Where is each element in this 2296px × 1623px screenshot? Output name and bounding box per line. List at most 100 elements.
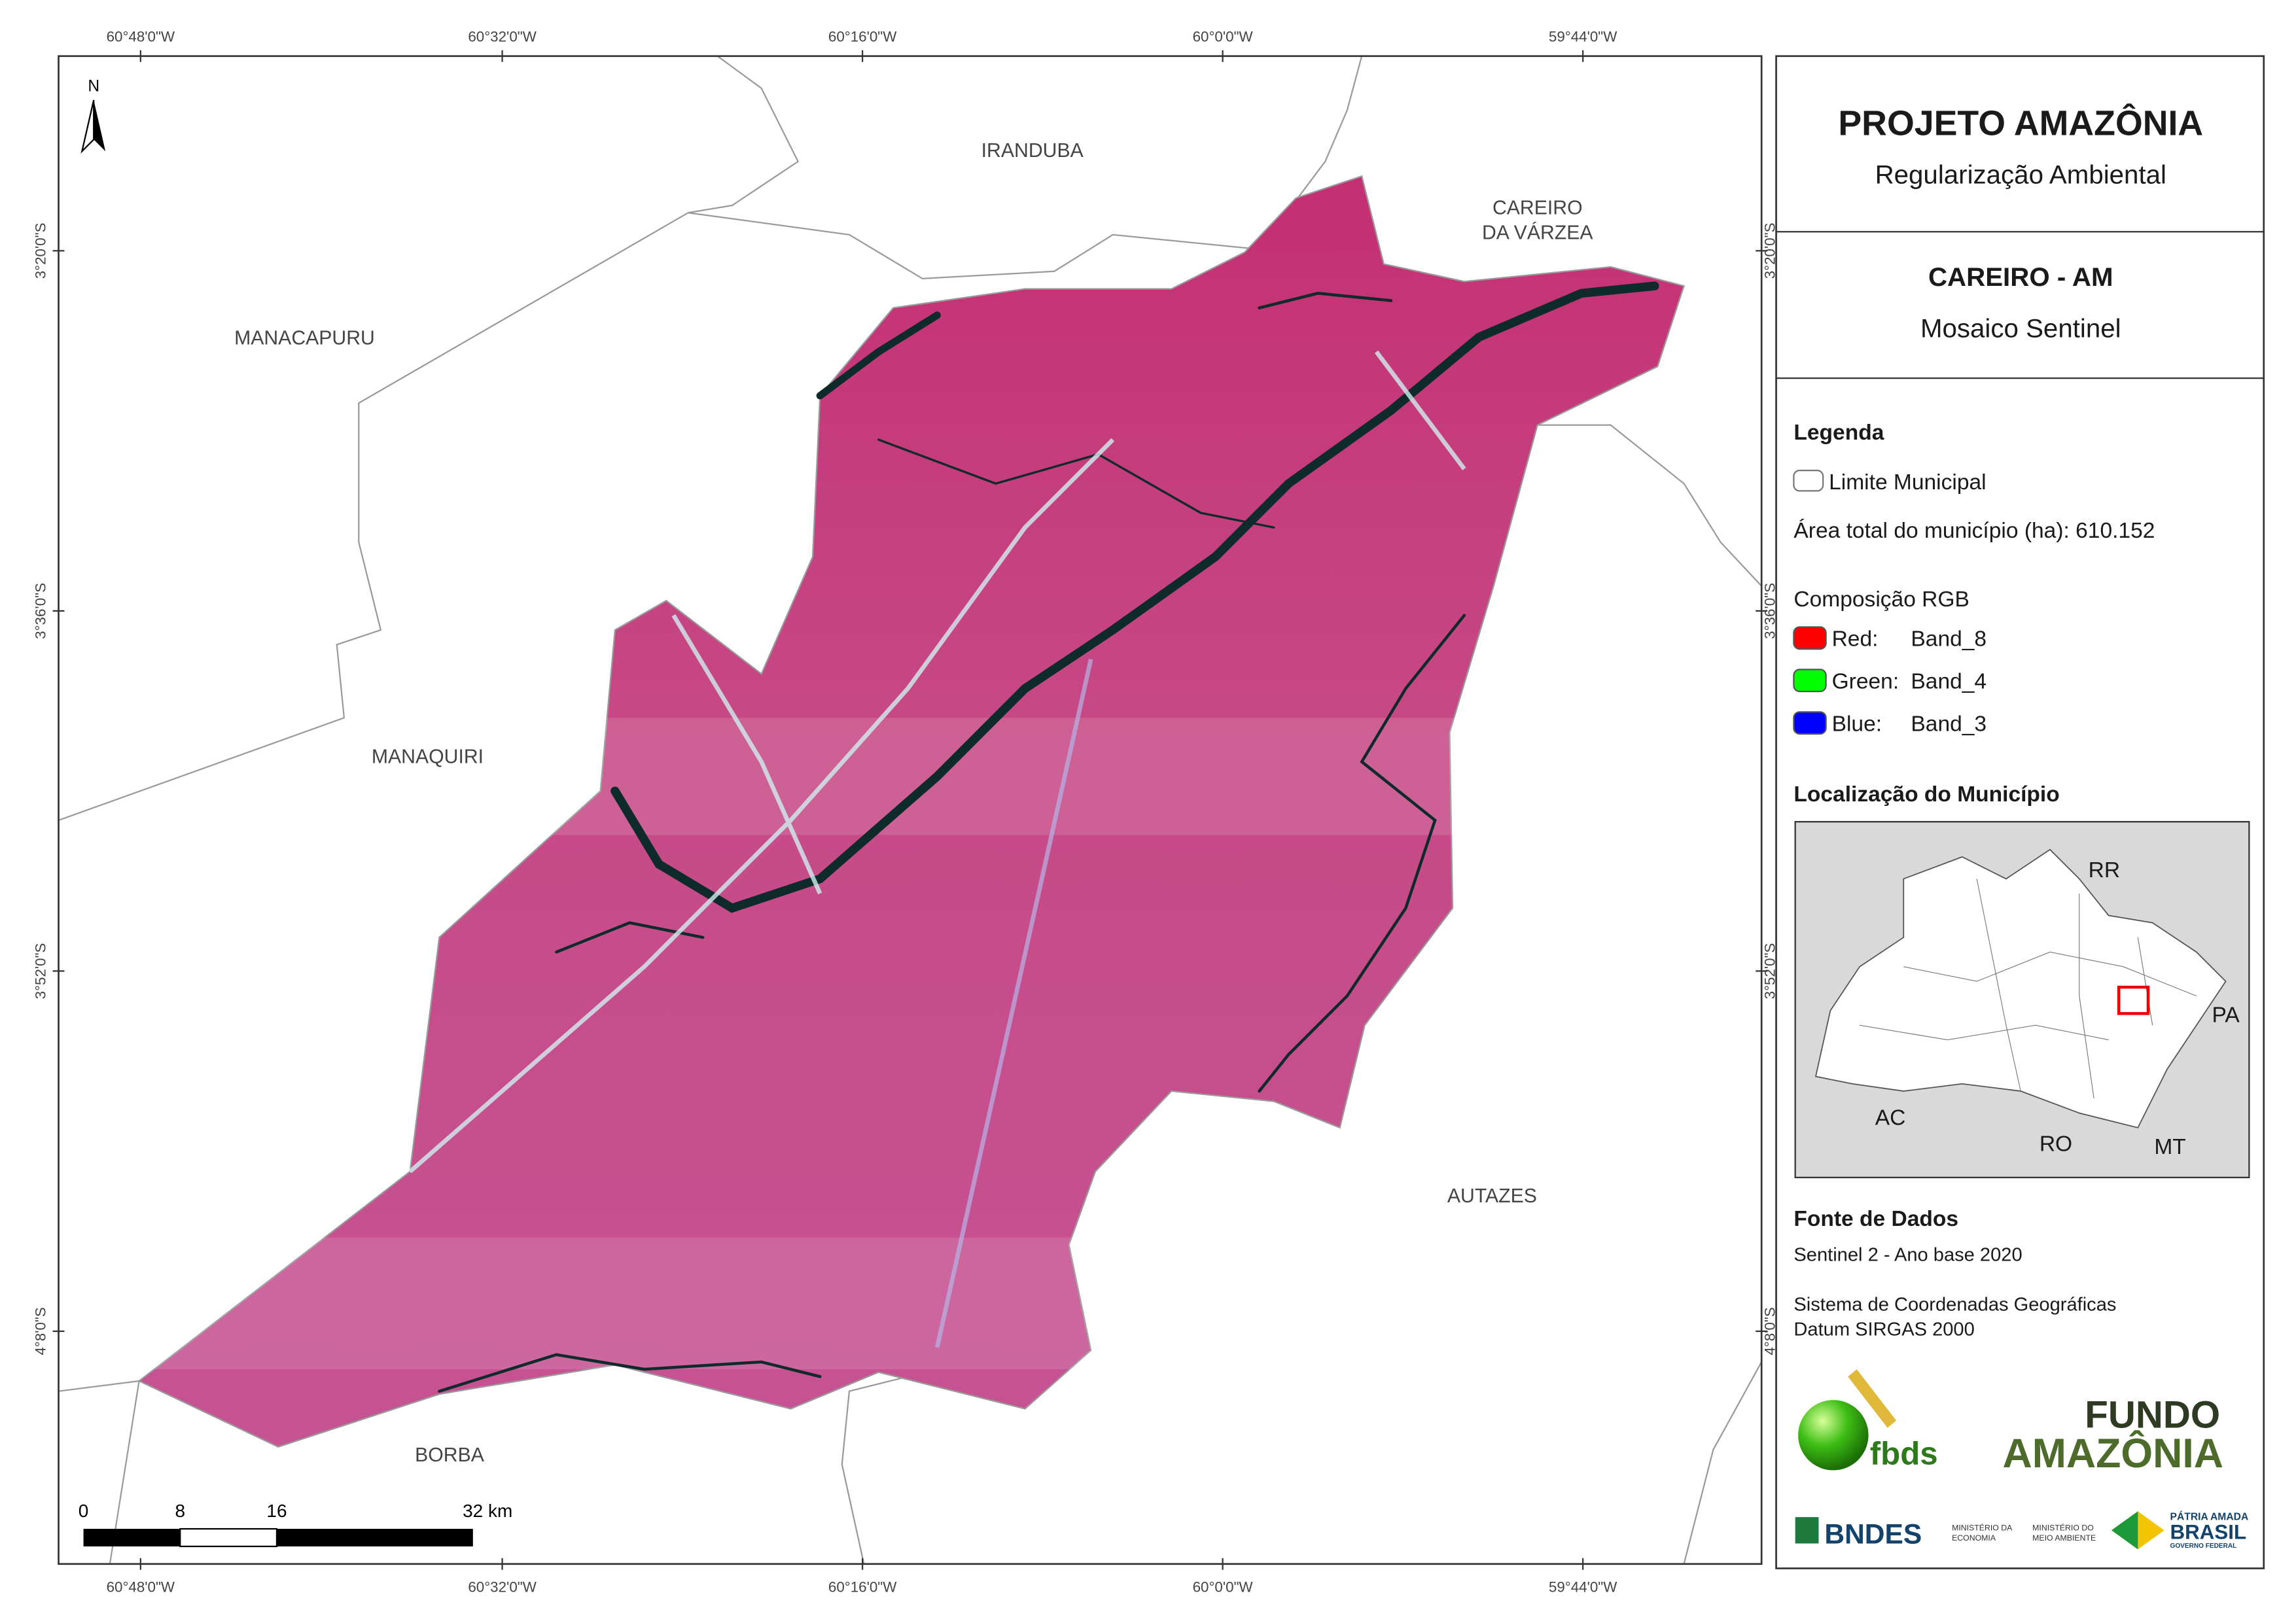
longitude-label: 60°48'0"W: [107, 28, 175, 44]
place-label: MANACAPURU: [234, 328, 375, 349]
shape: [1258, 292, 1393, 309]
logo-text: fbds: [1870, 1436, 1938, 1472]
inset-map: RR PA AC RO MT: [1794, 821, 2250, 1179]
longitude-label: 60°32'0"W: [468, 28, 537, 44]
band-name: Band_3: [1911, 712, 1987, 736]
panel-frame: [1775, 55, 2265, 1569]
band-name: Band_8: [1911, 627, 1987, 652]
logo-text: BNDES: [1824, 1519, 1922, 1550]
fbds-pencil: [1848, 1369, 1897, 1428]
boundary-swatch: [1793, 469, 1824, 492]
logo-text: FUNDO: [2085, 1394, 2220, 1437]
rgb-title: Composição RGB: [1793, 587, 1969, 612]
logo-text: BRASIL: [2170, 1521, 2247, 1544]
scale-label: 0: [79, 1501, 89, 1521]
sources-title: Fonte de Dados: [1793, 1207, 1958, 1231]
scale-segment: [276, 1529, 473, 1546]
logo-text: MINISTÉRIO DA: [1952, 1522, 2013, 1532]
longitude-label: 59°44'0"W: [1549, 1579, 1617, 1595]
band-name: Band_4: [1911, 670, 1987, 694]
shape: [671, 614, 822, 895]
longitude-label: 60°0'0"W: [1193, 1579, 1254, 1595]
longitude-label: 60°48'0"W: [107, 1579, 175, 1595]
g: 0 8 16 32 km: [79, 1501, 513, 1521]
place-label: AUTAZES: [1447, 1185, 1537, 1207]
shape: [1683, 1361, 1762, 1564]
scale-bar: 0 8 16 32 km: [79, 1501, 513, 1548]
shape: [1374, 350, 1466, 470]
place-label: DA VÁRZEA: [1482, 222, 1593, 243]
title: PROJETO AMAZÔNIA: [1838, 103, 2203, 143]
legend-title: Legenda: [1793, 421, 1884, 445]
logo-text: GOVERNO FEDERAL: [2170, 1543, 2237, 1550]
latitude-label: 4°8'0"S: [32, 1307, 48, 1355]
north-arrow: N: [80, 77, 106, 154]
latitude-label: 3°36'0"S: [32, 583, 48, 639]
shape: [610, 281, 1659, 913]
state-label: MT: [2154, 1135, 2185, 1159]
longitude-label: 60°32'0"W: [468, 1579, 537, 1595]
longitude-label: 60°16'0"W: [828, 1579, 897, 1595]
shape: [94, 99, 106, 152]
shape: [1258, 614, 1466, 1093]
band-channel: Blue:: [1832, 712, 1882, 736]
graticule: 60°48'0"W 60°48'0"W 60°32'0"W 60°32'0"W 60°1…: [32, 28, 1778, 1595]
shape: [1903, 951, 2197, 996]
scale-label: 32 km: [463, 1501, 512, 1521]
municipality: CAREIRO - AM: [1928, 262, 2113, 292]
state-label: AC: [1875, 1106, 1906, 1130]
shape: [816, 311, 941, 400]
shape: [2079, 893, 2094, 1099]
shape: [1976, 879, 2021, 1092]
north-label: N: [88, 77, 99, 95]
shape: [688, 56, 1363, 280]
scale-label: 16: [266, 1501, 287, 1521]
inset-boundaries: [1860, 879, 2197, 1099]
state-label: PA: [2212, 1003, 2240, 1028]
shape: [58, 56, 800, 821]
place-label: MANAQUIRI: [372, 746, 484, 768]
scale-segment: [83, 1529, 181, 1546]
legend-item: Limite Municipal: [1829, 470, 1987, 495]
sensor-stripe: [934, 659, 1093, 1348]
shape: [2137, 937, 2153, 1026]
subtitle: Regularização Ambiental: [1875, 160, 2166, 189]
side-panel: PROJETO AMAZÔNIA Regularização Ambiental…: [1775, 55, 2265, 1569]
g: RR PA AC RO MT: [1875, 858, 2240, 1159]
place-labels: IRANDUBA CAREIRO DA VÁRZEA MANACAPURU MA…: [234, 140, 1593, 1466]
logo-text: MINISTÉRIO DO: [2032, 1522, 2094, 1532]
clearings: [408, 350, 1466, 1174]
latitude-label: 3°52'0"S: [32, 943, 48, 1000]
latitude-label: 3°20'0"S: [32, 222, 48, 279]
band-swatch: [1793, 669, 1827, 693]
fbds-ball: [1798, 1400, 1869, 1471]
logo-text: PÁTRIA AMADA: [2170, 1510, 2249, 1523]
longitude-label: 59°44'0"W: [1549, 28, 1617, 44]
source-line: Sentinel 2 - Ano base 2020: [1793, 1245, 2022, 1266]
longitude-label: 60°0'0"W: [1193, 28, 1254, 44]
state-label: RO: [2040, 1132, 2072, 1157]
shape: [1860, 1024, 2109, 1041]
place-label: CAREIRO: [1492, 197, 1583, 218]
source-line: Sistema de Coordenadas Geográficas: [1793, 1295, 2116, 1316]
place-label: IRANDUBA: [981, 140, 1084, 162]
map-body: [58, 56, 1762, 1564]
bndes-mark: [1795, 1517, 1819, 1544]
rect: [132, 1237, 1099, 1370]
shape: [408, 438, 1115, 1174]
band-channel: Red:: [1832, 627, 1879, 652]
location-marker: [2117, 985, 2150, 1015]
municipality-mosaic: [137, 175, 1685, 1448]
logos: fbds FUNDO AMAZÔNIA BNDES MINISTÉRIO DA …: [1795, 1369, 2249, 1550]
band-swatch: [1793, 626, 1827, 650]
amazonas-state: [1814, 848, 2227, 1128]
area-total: Área total do município (ha): 610.152: [1793, 519, 2155, 543]
product: Mosaico Sentinel: [1920, 313, 2121, 343]
g: MINISTÉRIO DA ECONOMIA MINISTÉRIO DO MEI…: [1952, 1522, 2096, 1543]
logo-text: ECONOMIA: [1952, 1533, 1996, 1543]
brasil-mark: [2111, 1511, 2138, 1550]
place-label: BORBA: [415, 1444, 485, 1466]
